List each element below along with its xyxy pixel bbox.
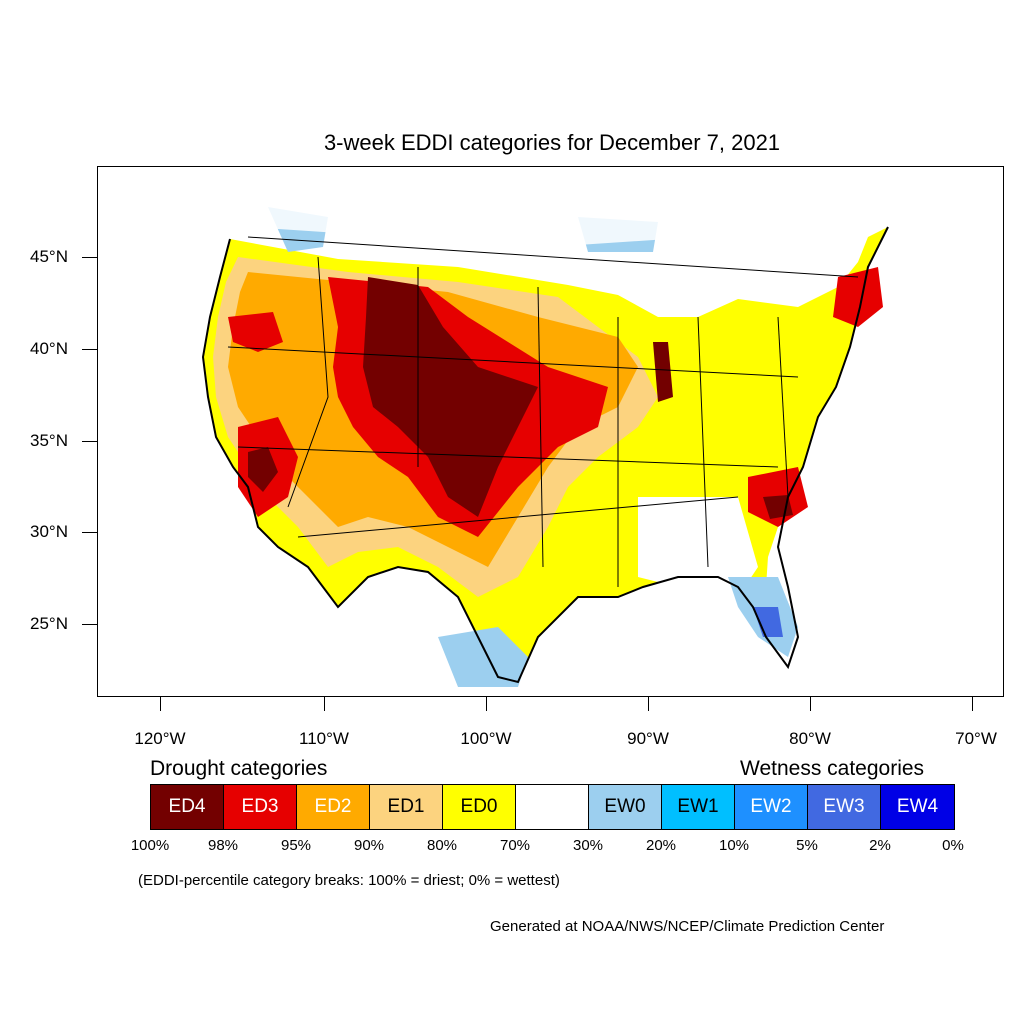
state-borders <box>227 236 859 587</box>
wetness-heading: Wetness categories <box>740 757 925 780</box>
legend-break-label: 70% <box>499 837 531 854</box>
lat-label-25: 25°N <box>30 614 68 633</box>
lat-tick-35 <box>82 441 97 442</box>
coastline <box>201 226 889 684</box>
florida-ew3-region <box>753 607 783 637</box>
legend-break-label: 100% <box>130 837 170 854</box>
credit-line: Generated at NOAA/NWS/NCEP/Climate Predi… <box>490 918 885 935</box>
lon-label-80: 80°W <box>789 729 831 748</box>
legend-note: (EDDI-percentile category breaks: 100% =… <box>138 872 560 889</box>
legend-color-bar: ED4 ED3 ED2 ED1 ED0 EW0 EW1 EW2 EW3 EW4 <box>150 784 955 830</box>
canada-white-region <box>98 167 1003 247</box>
legend-box-ew1: EW1 <box>662 785 735 829</box>
lon-label-110: 110°W <box>299 729 349 748</box>
legend-box-ed4: ED4 <box>151 785 224 829</box>
legend-break-label: 80% <box>426 837 458 854</box>
legend-break-label: 2% <box>869 837 891 854</box>
mexico-white-region <box>98 617 398 696</box>
lon-tick-90 <box>648 697 649 711</box>
lon-tick-80 <box>810 697 811 711</box>
legend-box-ew4: EW4 <box>881 785 954 829</box>
legend-box-ed0: ED0 <box>443 785 516 829</box>
lat-label-45: 45°N <box>30 247 68 266</box>
legend-box-ew0: EW0 <box>589 785 662 829</box>
legend-break-label: 95% <box>280 837 312 854</box>
map-title: 3-week EDDI categories for December 7, 2… <box>323 130 781 155</box>
lon-label-90: 90°W <box>627 729 669 748</box>
legend-box-neutral <box>516 785 589 829</box>
lon-tick-70 <box>972 697 973 711</box>
lat-tick-40 <box>82 349 97 350</box>
lat-label-40: 40°N <box>30 339 68 358</box>
northeast-ed3-region <box>833 267 883 327</box>
legend-box-ed1: ED1 <box>370 785 443 829</box>
drought-heading: Drought categories <box>150 757 328 780</box>
great-lakes-ed4-region <box>653 342 673 402</box>
legend-box-ew2: EW2 <box>735 785 808 829</box>
lon-tick-100 <box>486 697 487 711</box>
southwest-ed4-region <box>248 447 278 492</box>
legend-box-ed2: ED2 <box>297 785 370 829</box>
lat-label-30: 30°N <box>30 522 68 541</box>
lat-tick-30 <box>82 532 97 533</box>
texas-coast-ew-region <box>438 627 528 687</box>
us-eddi-map-graphic <box>98 167 1003 696</box>
legend-break-label: 90% <box>353 837 385 854</box>
lon-label-70: 70°W <box>955 729 997 748</box>
lat-tick-45 <box>82 257 97 258</box>
lat-tick-25 <box>82 624 97 625</box>
legend-break-label: 5% <box>796 837 818 854</box>
lat-label-35: 35°N <box>30 431 68 450</box>
lon-tick-110 <box>324 697 325 711</box>
legend-break-label: 30% <box>572 837 604 854</box>
ed4-region <box>363 277 538 517</box>
legend-break-label: 0% <box>942 837 964 854</box>
legend-box-ed3: ED3 <box>224 785 297 829</box>
legend-break-label: 10% <box>718 837 750 854</box>
lon-tick-120 <box>160 697 161 711</box>
eddi-map <box>97 166 1004 697</box>
legend-break-label: 20% <box>645 837 677 854</box>
legend-break-label: 98% <box>207 837 239 854</box>
northwest-ed3-region <box>228 312 283 352</box>
lon-label-120: 120°W <box>134 729 186 748</box>
south-white-region <box>638 497 758 597</box>
legend-box-ew3: EW3 <box>808 785 881 829</box>
lon-label-100: 100°W <box>460 729 512 748</box>
